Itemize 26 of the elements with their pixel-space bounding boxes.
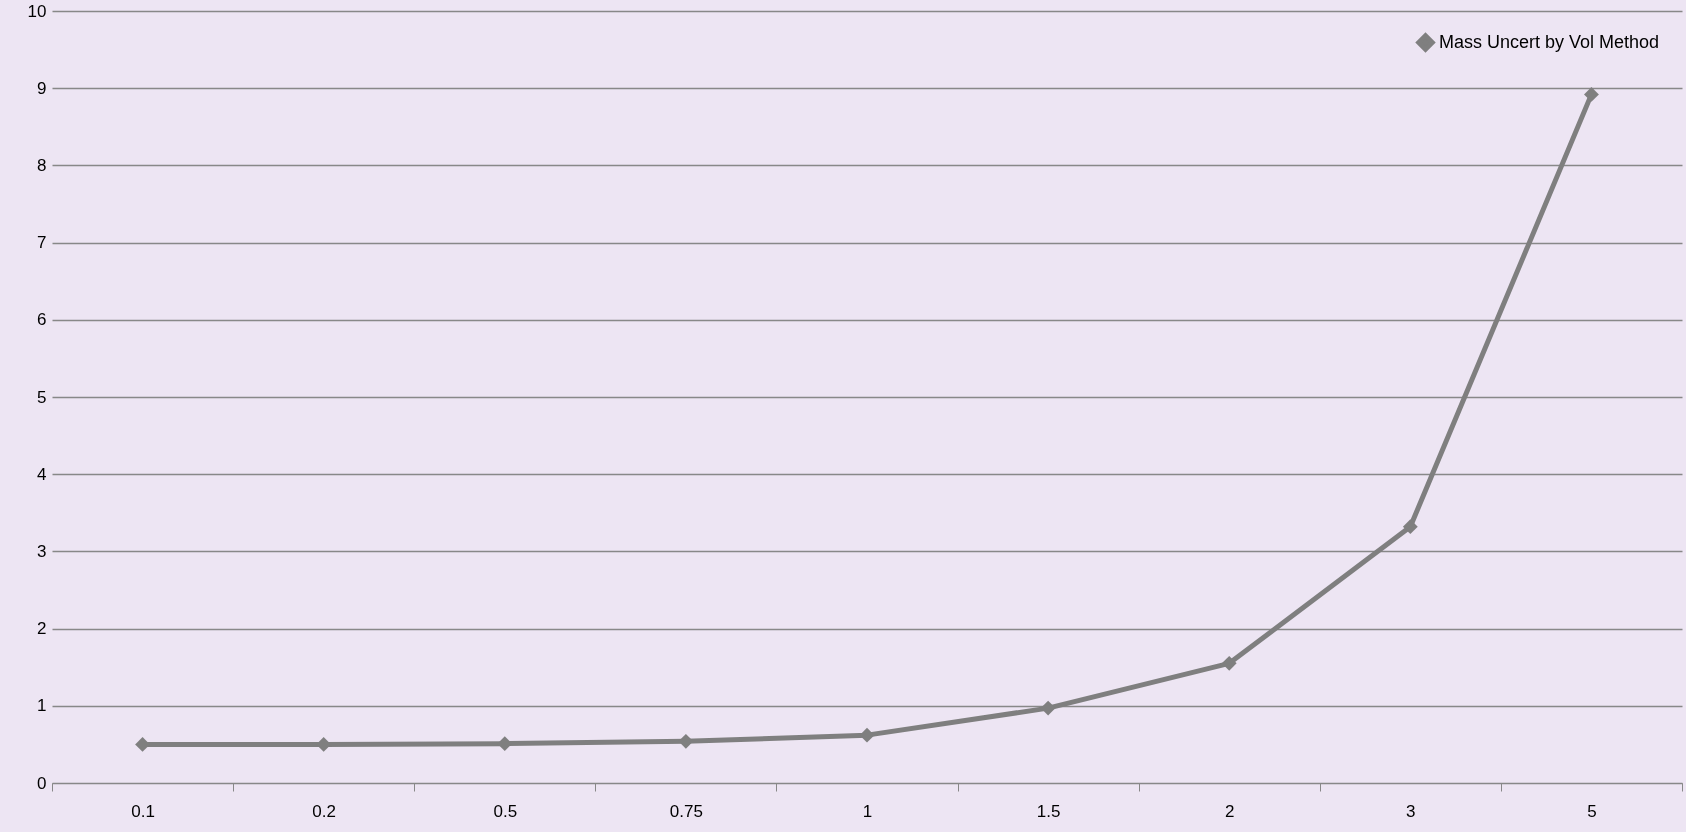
x-tick-label: 2 bbox=[1224, 801, 1235, 821]
point bbox=[1584, 86, 1599, 102]
x-tick-label: 0.75 bbox=[669, 801, 703, 821]
y-tick-label: 3 bbox=[37, 541, 47, 561]
x-tick-label: 0.1 bbox=[131, 801, 155, 821]
x-tick-label: 5 bbox=[1587, 801, 1597, 821]
x-tick-label: 1 bbox=[862, 801, 873, 821]
point bbox=[678, 733, 694, 749]
y-tick-label: 5 bbox=[37, 387, 47, 407]
x-tick-label: 0.2 bbox=[312, 801, 336, 821]
y-tick-label: 9 bbox=[37, 78, 47, 98]
legend-label: Mass Uncert by Vol Method bbox=[1439, 31, 1660, 52]
y-tick-label: 8 bbox=[37, 155, 47, 175]
x-tick-label: 3 bbox=[1406, 801, 1416, 821]
x-tick-label: 1.5 bbox=[1036, 801, 1061, 821]
y-tick-label: 1 bbox=[37, 696, 47, 716]
y-tick-label: 0 bbox=[37, 773, 47, 793]
y-tick-label: 2 bbox=[37, 619, 47, 639]
point bbox=[135, 736, 150, 752]
y-tick-label: 4 bbox=[37, 464, 47, 484]
x-tick-label: 0.5 bbox=[493, 801, 518, 821]
point bbox=[1402, 519, 1418, 535]
point bbox=[1221, 655, 1237, 671]
y-tick-label: 6 bbox=[37, 310, 47, 330]
y-tick-label: 7 bbox=[37, 233, 47, 253]
y-tick-label: 10 bbox=[27, 1, 47, 21]
